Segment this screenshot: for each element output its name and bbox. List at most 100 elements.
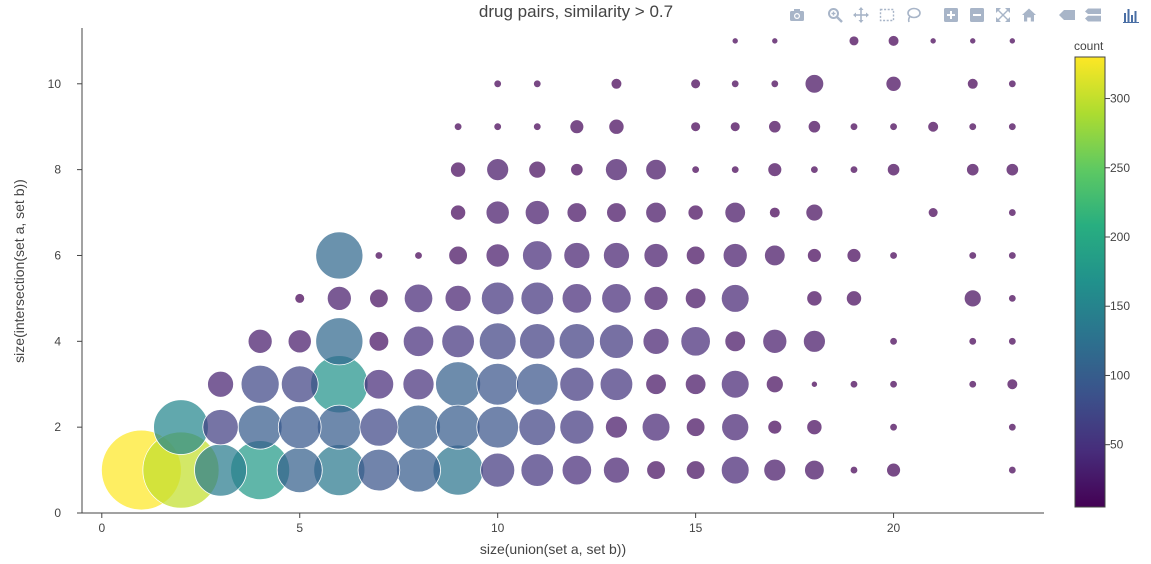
bubble-point[interactable] xyxy=(846,248,862,263)
bubble-point[interactable] xyxy=(770,79,780,89)
bubble-point[interactable] xyxy=(849,122,859,131)
pan-button[interactable] xyxy=(849,4,873,26)
hover-compare-button[interactable] xyxy=(1081,4,1105,26)
bubble-point[interactable] xyxy=(435,361,482,408)
bubble-point[interactable] xyxy=(326,285,352,311)
bubble-point[interactable] xyxy=(687,204,704,221)
box-select-button[interactable] xyxy=(875,4,899,26)
bubble-point[interactable] xyxy=(680,326,711,357)
bubble-point[interactable] xyxy=(729,121,741,133)
bubble-point[interactable] xyxy=(563,242,591,269)
bubble-point[interactable] xyxy=(1006,378,1019,391)
bubble-point[interactable] xyxy=(849,380,859,389)
bubble-point[interactable] xyxy=(369,288,389,309)
bubble-point[interactable] xyxy=(520,453,554,487)
bubble-point[interactable] xyxy=(478,322,517,361)
bubble-point[interactable] xyxy=(886,462,901,478)
bubble-point[interactable] xyxy=(601,283,632,314)
bubble-point[interactable] xyxy=(1008,422,1017,432)
bubble-point[interactable] xyxy=(396,447,441,493)
bubble-point[interactable] xyxy=(885,75,902,92)
bubble-point[interactable] xyxy=(807,120,822,134)
bubble-point[interactable] xyxy=(646,460,666,480)
bubble-point[interactable] xyxy=(485,200,510,225)
bubble-point[interactable] xyxy=(402,368,435,401)
bubble-point[interactable] xyxy=(849,465,859,475)
bubble-point[interactable] xyxy=(414,251,423,260)
bubble-point[interactable] xyxy=(968,251,977,260)
bubble-point[interactable] xyxy=(889,422,898,432)
bubble-point[interactable] xyxy=(968,337,977,346)
bubble-point[interactable] xyxy=(684,373,707,395)
bubble-point[interactable] xyxy=(889,337,898,346)
bubble-point[interactable] xyxy=(765,375,784,394)
hover-closest-button[interactable] xyxy=(1055,4,1079,26)
bubble-point[interactable] xyxy=(848,35,860,47)
bubble-point[interactable] xyxy=(368,331,390,352)
bubble-point[interactable] xyxy=(685,460,706,480)
bubble-point[interactable] xyxy=(566,202,588,223)
bubble-point[interactable] xyxy=(480,452,516,488)
bubble-point[interactable] xyxy=(524,200,550,226)
bubble-point[interactable] xyxy=(1008,337,1017,346)
plotly-logo-button[interactable] xyxy=(1119,4,1143,26)
bubble-point[interactable] xyxy=(476,362,519,406)
bubble-point[interactable] xyxy=(889,380,898,389)
bubble-point[interactable] xyxy=(476,405,519,449)
bubble-point[interactable] xyxy=(450,204,467,221)
bubble-point[interactable] xyxy=(518,408,557,446)
bubble-point[interactable] xyxy=(889,122,898,131)
bubble-point[interactable] xyxy=(887,35,900,47)
bubble-point[interactable] xyxy=(641,412,671,442)
bubble-point[interactable] xyxy=(450,161,467,178)
bubble-point[interactable] xyxy=(886,163,901,177)
bubble-point[interactable] xyxy=(528,160,547,179)
bubble-point[interactable] xyxy=(599,323,634,359)
bubble-point[interactable] xyxy=(724,201,746,224)
bubble-point[interactable] xyxy=(722,243,748,268)
bubble-point[interactable] xyxy=(685,245,706,266)
bubble-point[interactable] xyxy=(276,447,323,494)
bubble-point[interactable] xyxy=(845,290,862,307)
bubble-point[interactable] xyxy=(764,244,786,267)
bubble-point[interactable] xyxy=(1008,122,1017,131)
bubble-point[interactable] xyxy=(374,251,384,260)
bubble-point[interactable] xyxy=(403,283,434,314)
bubble-point[interactable] xyxy=(968,380,977,389)
bubble-point[interactable] xyxy=(277,405,322,449)
bubble-point[interactable] xyxy=(771,37,779,45)
bubble-point[interactable] xyxy=(1008,79,1017,89)
bubble-point[interactable] xyxy=(963,289,982,308)
bubble-point[interactable] xyxy=(448,245,468,266)
bubble-point[interactable] xyxy=(969,37,977,45)
zoom-button[interactable] xyxy=(823,4,847,26)
bubble-point[interactable] xyxy=(806,290,823,307)
bubble-point[interactable] xyxy=(802,329,826,353)
bubble-point[interactable] xyxy=(363,369,395,400)
bubble-point[interactable] xyxy=(807,248,822,263)
bubble-point[interactable] xyxy=(724,330,746,353)
bubble-point[interactable] xyxy=(202,409,239,446)
bubble-point[interactable] xyxy=(804,74,825,94)
bubble-point[interactable] xyxy=(396,404,441,450)
bubble-point[interactable] xyxy=(730,79,740,89)
bubble-point[interactable] xyxy=(810,165,819,174)
bubble-point[interactable] xyxy=(810,380,818,388)
bubble-point[interactable] xyxy=(1008,294,1017,303)
bubble-point[interactable] xyxy=(153,399,209,455)
bubble-point[interactable] xyxy=(769,206,781,219)
bubble-point[interactable] xyxy=(485,243,510,268)
bubble-point[interactable] xyxy=(966,163,980,177)
bubble-point[interactable] xyxy=(444,284,472,312)
bubble-point[interactable] xyxy=(684,287,707,310)
bubble-point[interactable] xyxy=(207,370,234,398)
bubble-point[interactable] xyxy=(294,293,306,304)
bubble-point[interactable] xyxy=(805,203,824,222)
bubble-point[interactable] xyxy=(606,202,627,223)
bubble-point[interactable] xyxy=(927,120,939,133)
zoom-out-button[interactable] xyxy=(965,4,989,26)
bubble-point[interactable] xyxy=(280,365,319,404)
bubble-point[interactable] xyxy=(1008,208,1017,217)
bubble-point[interactable] xyxy=(559,409,595,445)
bubble-point[interactable] xyxy=(691,165,700,174)
